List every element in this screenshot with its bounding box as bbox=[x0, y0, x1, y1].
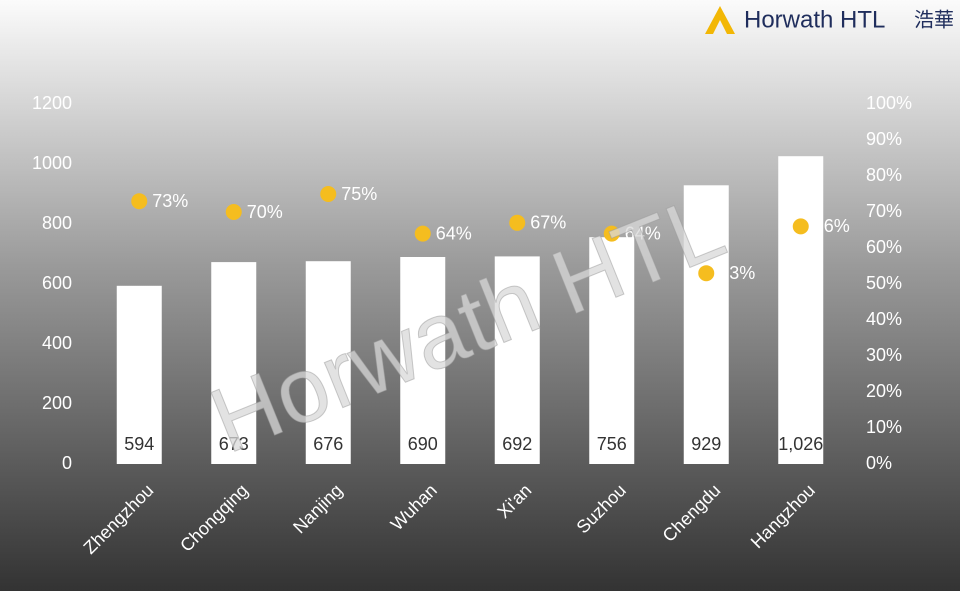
dot bbox=[603, 225, 620, 242]
dot bbox=[131, 193, 148, 210]
y2-tick-label: 0% bbox=[866, 453, 892, 473]
bar-value-label: 673 bbox=[219, 434, 249, 454]
dot-value-label: 75% bbox=[341, 184, 377, 204]
dot-value-label: 64% bbox=[625, 223, 661, 243]
dot bbox=[225, 204, 242, 220]
dot bbox=[414, 225, 431, 242]
bar-value-label: 676 bbox=[313, 434, 343, 454]
y-tick-label: 1000 bbox=[32, 153, 72, 173]
y-tick-label: 1200 bbox=[32, 93, 72, 113]
bar bbox=[778, 156, 824, 464]
y2-tick-label: 70% bbox=[866, 201, 902, 221]
y-tick-label: 200 bbox=[42, 393, 72, 413]
bar-value-label: 594 bbox=[124, 434, 154, 454]
bar bbox=[683, 185, 729, 465]
dot-value-label: 66% bbox=[814, 216, 850, 236]
logo-chinese: 浩華 bbox=[914, 8, 954, 31]
dot bbox=[698, 265, 715, 282]
dot-value-label: 64% bbox=[436, 223, 472, 243]
y2-tick-label: 10% bbox=[866, 417, 902, 437]
y-tick-label: 800 bbox=[42, 213, 72, 233]
dot bbox=[792, 218, 809, 235]
bar-value-label: 756 bbox=[597, 434, 627, 454]
bar-value-label: 690 bbox=[408, 434, 438, 454]
dot-value-label: 70% bbox=[247, 202, 283, 222]
bar bbox=[494, 256, 540, 464]
bar bbox=[589, 237, 635, 464]
bar bbox=[400, 257, 446, 464]
y2-tick-label: 50% bbox=[866, 273, 902, 293]
y2-tick-label: 60% bbox=[866, 237, 902, 257]
y2-tick-label: 20% bbox=[866, 381, 902, 401]
dot-value-label: 67% bbox=[530, 213, 566, 233]
bar bbox=[116, 285, 162, 464]
dot bbox=[509, 214, 526, 231]
bar bbox=[305, 261, 351, 464]
y2-tick-label: 90% bbox=[866, 129, 902, 149]
y-tick-label: 0 bbox=[62, 453, 72, 473]
bar bbox=[211, 262, 257, 464]
dot-value-label: 73% bbox=[152, 191, 188, 211]
dot bbox=[320, 186, 337, 202]
y2-tick-label: 30% bbox=[866, 345, 902, 365]
logo-icon bbox=[705, 6, 735, 34]
y2-tick-label: 40% bbox=[866, 309, 902, 329]
y2-tick-label: 80% bbox=[866, 165, 902, 185]
y2-tick-label: 100% bbox=[866, 93, 912, 113]
y-tick-label: 400 bbox=[42, 333, 72, 353]
dot-value-label: 53% bbox=[719, 263, 755, 283]
logo-text: Horwath HTL bbox=[744, 6, 885, 33]
bar-value-label: 1,026 bbox=[778, 434, 823, 454]
y-tick-label: 600 bbox=[42, 273, 72, 293]
bar-value-label: 929 bbox=[691, 434, 721, 454]
bar-value-label: 692 bbox=[502, 434, 532, 454]
